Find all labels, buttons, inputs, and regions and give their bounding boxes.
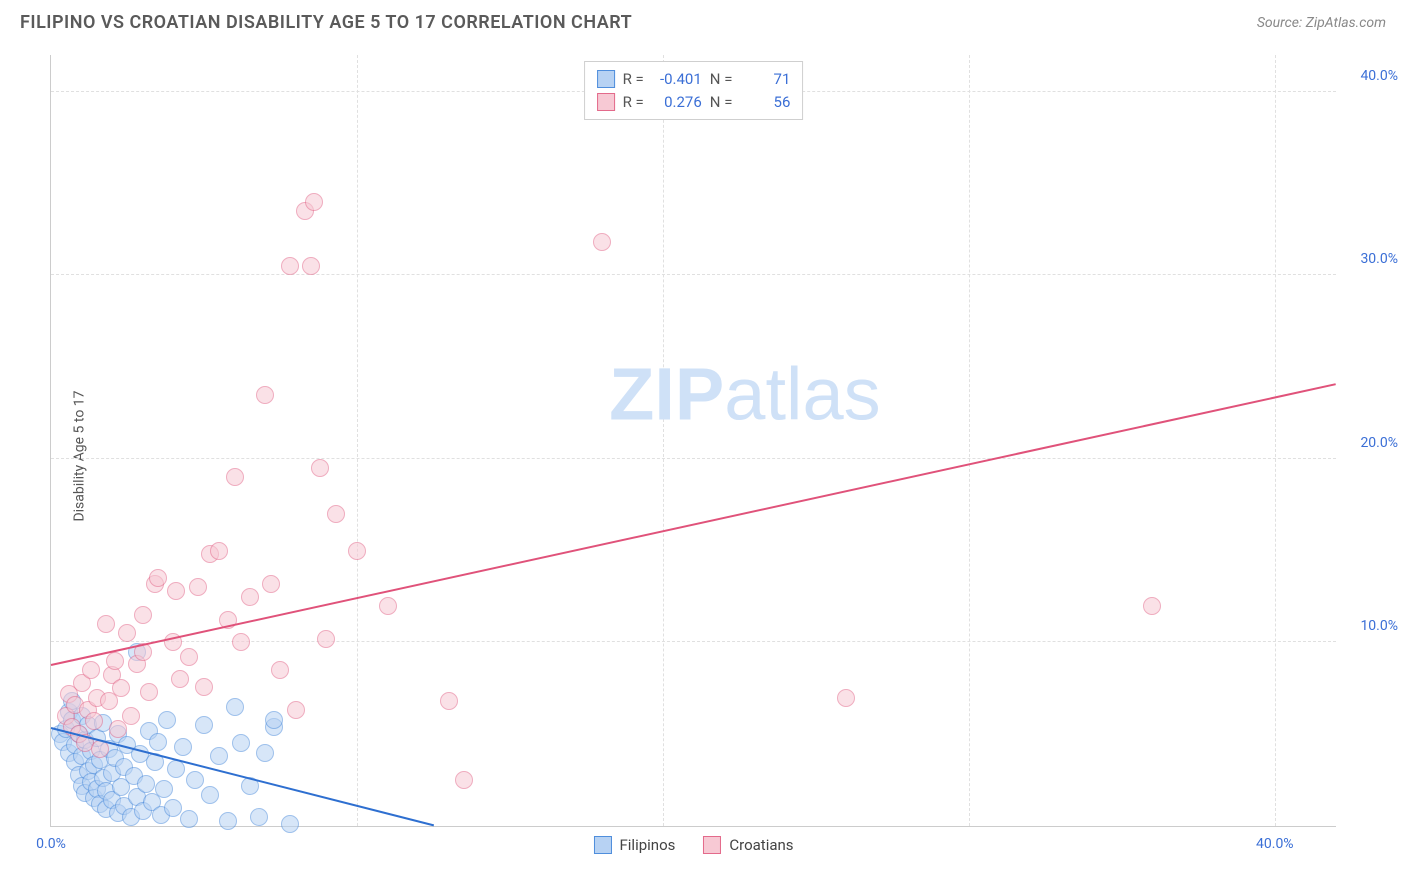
data-point [112, 679, 130, 697]
chart-container: Disability Age 5 to 17 ZIPatlas R = -0.4… [50, 55, 1406, 857]
n-value-croatians: 56 [740, 91, 790, 114]
data-point [134, 606, 152, 624]
data-point [195, 678, 213, 696]
data-point [1143, 597, 1161, 615]
data-point [210, 747, 228, 765]
x-tick-label: 40.0% [1256, 836, 1294, 852]
source-prefix: Source: [1257, 15, 1306, 31]
data-point [149, 569, 167, 587]
trend-line [51, 383, 1336, 666]
data-point [241, 588, 259, 606]
watermark-zip: ZIP [609, 353, 724, 436]
data-point [201, 786, 219, 804]
data-point [167, 582, 185, 600]
plot-area: ZIPatlas R = -0.401 N = 71 R = 0.276 N =… [50, 55, 1336, 827]
data-point [265, 711, 283, 729]
data-point [317, 630, 335, 648]
data-point [379, 597, 397, 615]
data-point [348, 542, 366, 560]
data-point [171, 670, 189, 688]
chart-title: FILIPINO VS CROATIAN DISABILITY AGE 5 TO… [20, 12, 632, 33]
data-point [262, 575, 280, 593]
data-point [149, 733, 167, 751]
data-point [256, 744, 274, 762]
data-point [311, 459, 329, 477]
data-point [210, 542, 228, 560]
n-value-filipinos: 71 [740, 68, 790, 91]
n-label: N = [710, 91, 733, 114]
legend-item-croatians: Croatians [703, 836, 793, 854]
data-point [440, 692, 458, 710]
swatch-croatians [703, 836, 721, 854]
y-tick-label: 20.0% [1343, 435, 1398, 451]
data-point [232, 633, 250, 651]
r-value-filipinos: -0.401 [652, 68, 702, 91]
data-point [271, 661, 289, 679]
data-point [118, 624, 136, 642]
data-point [256, 386, 274, 404]
legend-label-filipinos: Filipinos [619, 836, 675, 854]
r-value-croatians: 0.276 [652, 91, 702, 114]
data-point [189, 578, 207, 596]
x-tick-label: 0.0% [36, 836, 66, 852]
data-point [85, 712, 103, 730]
data-point [281, 257, 299, 275]
data-point [137, 775, 155, 793]
data-point [593, 233, 611, 251]
data-point [155, 780, 173, 798]
y-tick-label: 10.0% [1343, 618, 1398, 634]
swatch-filipinos [597, 70, 615, 88]
data-point [106, 652, 124, 670]
data-point [837, 689, 855, 707]
r-label: R = [623, 91, 644, 114]
data-point [226, 698, 244, 716]
data-point [250, 808, 268, 826]
data-point [455, 771, 473, 789]
swatch-croatians [597, 93, 615, 111]
data-point [174, 738, 192, 756]
series-legend: Filipinos Croatians [593, 836, 793, 854]
y-tick-label: 30.0% [1343, 251, 1398, 267]
legend-label-croatians: Croatians [729, 836, 793, 854]
data-point [219, 812, 237, 830]
data-point [287, 701, 305, 719]
n-label: N = [710, 68, 733, 91]
data-point [327, 505, 345, 523]
data-point [226, 468, 244, 486]
data-point [158, 711, 176, 729]
data-point [122, 707, 140, 725]
data-point [281, 815, 299, 833]
stats-row-croatians: R = 0.276 N = 56 [597, 91, 791, 114]
data-point [82, 661, 100, 679]
data-point [305, 193, 323, 211]
stats-legend: R = -0.401 N = 71 R = 0.276 N = 56 [584, 61, 804, 120]
y-tick-label: 40.0% [1343, 68, 1398, 84]
source-attribution: Source: ZipAtlas.com [1257, 15, 1386, 31]
watermark: ZIPatlas [609, 352, 880, 437]
data-point [195, 716, 213, 734]
data-point [97, 615, 115, 633]
data-point [232, 734, 250, 752]
data-point [186, 771, 204, 789]
legend-item-filipinos: Filipinos [593, 836, 675, 854]
watermark-atlas: atlas [724, 353, 880, 436]
source-name: ZipAtlas.com [1306, 15, 1386, 31]
r-label: R = [623, 68, 644, 91]
header: FILIPINO VS CROATIAN DISABILITY AGE 5 TO… [0, 0, 1406, 41]
stats-row-filipinos: R = -0.401 N = 71 [597, 68, 791, 91]
data-point [302, 257, 320, 275]
data-point [180, 810, 198, 828]
swatch-filipinos [593, 836, 611, 854]
data-point [140, 683, 158, 701]
data-point [180, 648, 198, 666]
